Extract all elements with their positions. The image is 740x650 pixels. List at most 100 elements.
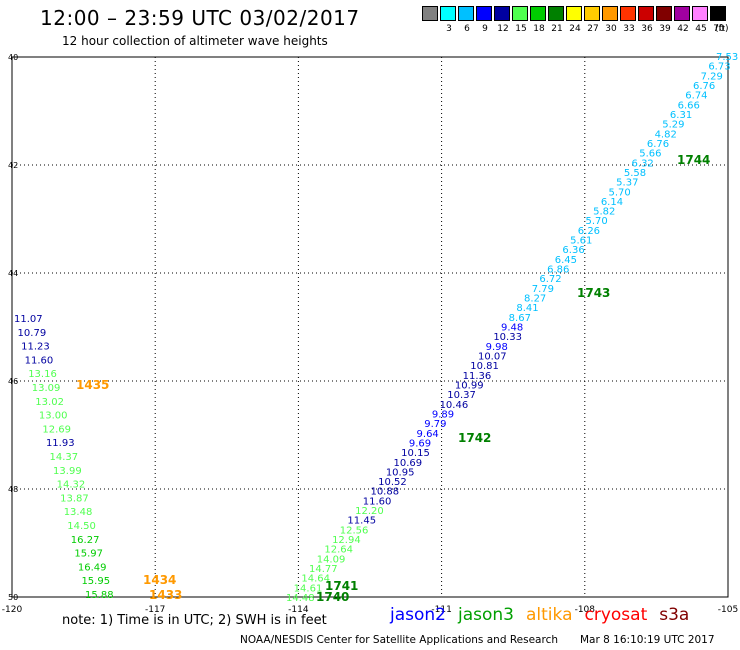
wave-height-value: 10.95 [386, 467, 415, 478]
wave-height-value: 13.09 [32, 383, 61, 394]
wave-height-value: 5.37 [616, 178, 638, 189]
pass-time-label: 1742 [458, 431, 491, 445]
wave-height-value: 10.52 [378, 477, 407, 488]
wave-height-value: 6.26 [578, 226, 600, 237]
scale-label: 24 [569, 24, 581, 34]
scale-label: 18 [533, 24, 545, 34]
scale-swatch [494, 6, 510, 21]
scale-swatch [602, 6, 618, 21]
wave-height-value: 13.99 [53, 466, 82, 477]
wave-height-value: 5.82 [593, 207, 615, 218]
wave-height-value: 10.33 [493, 332, 522, 343]
wave-height-value: 5.70 [609, 187, 631, 198]
lat-tick-label: 46 [8, 377, 18, 386]
wave-height-value: 14.37 [50, 452, 79, 463]
lat-tick-label: 44 [8, 269, 18, 278]
wave-height-value: 11.45 [347, 516, 376, 527]
scale-label: 33 [623, 24, 635, 34]
wave-height-value: 12.69 [42, 424, 71, 435]
wave-height-value: 14.09 [317, 554, 346, 565]
wave-height-value: 10.99 [455, 380, 484, 391]
wave-height-value: 7.53 [716, 52, 738, 63]
lat-tick-label: 48 [8, 485, 18, 494]
wave-height-value: 14.61 [294, 583, 323, 594]
wave-height-value: 9.98 [486, 342, 508, 353]
wave-height-value: 5.58 [624, 168, 646, 179]
wave-height-value: 13.00 [39, 411, 68, 422]
scale-label: 27 [587, 24, 599, 34]
pass-time-label: 1435 [76, 378, 109, 392]
legend-altika: altika [526, 605, 573, 625]
track-values: 11.07 10.79 11.23 11.60 13.16 13.09 13.02 13.00… [14, 52, 738, 604]
scale-unit: (ft) [715, 24, 729, 34]
wave-height-value: 9.48 [501, 323, 523, 334]
wave-height-value: 11.36 [463, 371, 492, 382]
graticule [12, 57, 728, 597]
scale-label: 21 [551, 24, 563, 34]
page-title: 12:00 – 23:59 UTC 03/02/2017 [40, 6, 360, 30]
wave-height-value: 6.45 [555, 255, 577, 266]
scale-label: 42 [677, 24, 689, 34]
wave-height-value: 12.20 [355, 506, 384, 517]
scale-label: 45 [695, 24, 707, 34]
pass-time-label: 1741 [325, 579, 358, 593]
scale-swatch [584, 6, 600, 21]
wave-height-value: 6.36 [562, 245, 584, 256]
scale-label: 6 [464, 24, 470, 34]
credit-line: NOAA/NESDIS Center for Satellite Applica… [240, 634, 558, 646]
wave-height-value: 8.27 [524, 294, 546, 305]
scale-label: 39 [659, 24, 671, 34]
wave-height-value: 6.76 [693, 81, 715, 92]
scale-label: 30 [605, 24, 617, 34]
pass-time-label: 1744 [677, 153, 710, 167]
wave-height-value: 9.89 [432, 409, 454, 420]
wave-height-value: 15.95 [81, 576, 110, 587]
scale-label: 9 [482, 24, 488, 34]
wave-height-value: 5.66 [639, 149, 661, 160]
wave-height-value: 13.48 [64, 507, 93, 518]
legend-s3a: s3a [659, 605, 690, 625]
wave-height-value: 12.94 [332, 535, 361, 546]
scale-swatch [440, 6, 456, 21]
wave-height-value: 6.14 [601, 197, 623, 208]
scale-swatch [512, 6, 528, 21]
scale-label: 12 [497, 24, 509, 34]
wave-height-value: 14.48 [286, 593, 315, 604]
wave-height-value: 6.76 [647, 139, 669, 150]
scale-label: 36 [641, 24, 653, 34]
wave-height-value: 6.73 [708, 62, 730, 73]
scale-swatch [620, 6, 636, 21]
lon-tick-label: -120 [2, 605, 23, 615]
legend-jason3: jason3 [458, 605, 514, 625]
wave-height-value: 5.61 [570, 236, 592, 247]
lon-tick-label: -111 [431, 605, 451, 615]
wave-height-value: 10.81 [470, 361, 499, 372]
wave-height-value: 13.02 [35, 397, 64, 408]
wave-height-value: 13.87 [60, 493, 89, 504]
wave-height-value: 6.31 [670, 110, 692, 121]
scale-label: 15 [515, 24, 527, 34]
pass-time-label: 1740 [316, 590, 349, 604]
wave-height-value: 11.07 [14, 314, 43, 325]
scale-swatch [638, 6, 654, 21]
wave-height-value: 8.41 [516, 303, 538, 314]
scale-swatch [530, 6, 546, 21]
lon-tick-label: -114 [288, 605, 309, 615]
lon-tick-label: -117 [145, 605, 165, 615]
wave-height-value: 16.27 [71, 535, 100, 546]
wave-height-value: 9.69 [409, 438, 431, 449]
wave-height-value: 12.56 [340, 525, 369, 536]
wave-height-value: 14.50 [67, 521, 96, 532]
page-subtitle: 12 hour collection of altimeter wave hei… [62, 34, 328, 48]
wave-height-value: 6.86 [547, 265, 569, 276]
units-note: note: 1) Time is in UTC; 2) SWH is in fe… [62, 613, 327, 628]
scale-swatch [674, 6, 690, 21]
wave-height-value: 9.64 [417, 429, 439, 440]
wave-height-value: 14.32 [57, 480, 86, 491]
wave-height-value: 8.67 [509, 313, 531, 324]
axis-tick-labels: -120 -117 -114 -111 -108 -105 40 42 44 46 48 50 [2, 53, 738, 615]
wave-height-value: 15.97 [74, 549, 103, 560]
scale-swatch [692, 6, 708, 21]
pass-time-label: 1433 [149, 588, 182, 602]
pass-time-label: 1743 [577, 286, 610, 300]
